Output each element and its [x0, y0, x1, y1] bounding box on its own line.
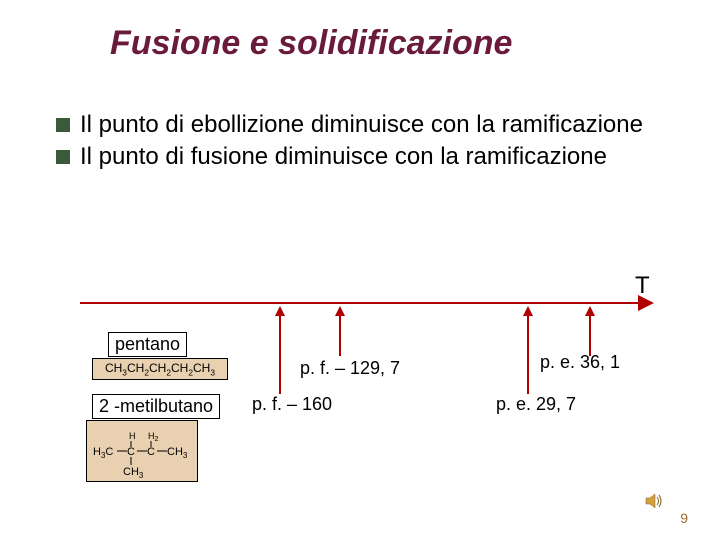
bullet-item: Il punto di ebollizione diminuisce con l… [56, 110, 656, 140]
svg-text:CH3: CH3 [167, 446, 188, 460]
bullet-text: Il punto di fusione diminuisce con la ra… [80, 142, 607, 172]
svg-text:CH3: CH3 [123, 466, 144, 480]
formula-text: CH3CH2CH2CH2CH3 [105, 361, 215, 377]
bullet-text: Il punto di ebollizione diminuisce con l… [80, 110, 643, 140]
structure-svg: H3C C H C H2 CH3 CH3 [87, 421, 197, 481]
axis-label: T [635, 272, 650, 300]
formula-metilbutano: H3C C H C H2 CH3 CH3 [86, 420, 198, 482]
arrow-metilbutano [260, 304, 580, 402]
bullet-marker [56, 150, 70, 164]
compound-label-pentano: pentano [108, 332, 187, 357]
page-number: 9 [680, 510, 688, 526]
svg-text:C: C [147, 446, 155, 458]
svg-text:H3C: H3C [93, 446, 113, 460]
slide-title: Fusione e solidificazione [110, 24, 512, 63]
bullet-list: Il punto di ebollizione diminuisce con l… [56, 110, 656, 174]
svg-text:H2: H2 [148, 431, 159, 443]
svg-text:C: C [127, 446, 135, 458]
svg-text:H: H [129, 431, 136, 441]
sound-icon [644, 492, 664, 510]
bullet-marker [56, 118, 70, 132]
bullet-item: Il punto di fusione diminuisce con la ra… [56, 142, 656, 172]
compound-label-metilbutano: 2 -metilbutano [92, 394, 220, 419]
formula-pentano: CH3CH2CH2CH2CH3 [92, 358, 228, 380]
